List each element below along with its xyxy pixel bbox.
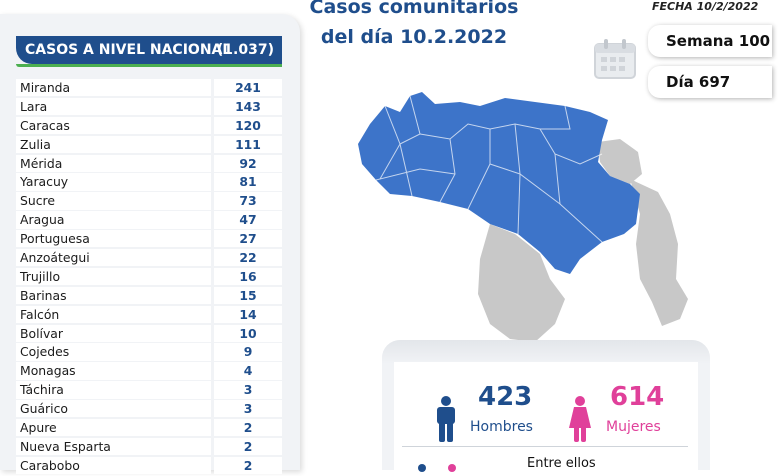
state-name: Sucre (16, 192, 211, 210)
state-count: 111 (214, 135, 282, 153)
cases-table-total: (1.037) (216, 42, 274, 58)
table-row: Sucre 73 (16, 192, 282, 211)
mini-people-icon (418, 464, 456, 472)
state-count: 73 (214, 192, 282, 210)
state-name: Táchira (16, 381, 211, 399)
state-count: 81 (214, 173, 282, 191)
state-name: Miranda (16, 79, 211, 97)
state-name: Aragua (16, 211, 211, 229)
table-row: Barinas 15 (16, 286, 282, 306)
table-row: Apure 2 (16, 419, 282, 438)
map-region-amazonas (478, 224, 565, 342)
table-row: Nueva Esparta 2 (16, 437, 282, 457)
state-count: 47 (214, 211, 282, 229)
table-row: Mérida 92 (16, 154, 282, 174)
table-row: Guárico 3 (16, 400, 282, 419)
state-name: Anzoátegui (16, 249, 211, 267)
state-count: 10 (214, 324, 282, 342)
women-label: Mujeres (606, 419, 661, 435)
day-badge: Día 697 (648, 66, 772, 98)
state-count: 16 (214, 267, 282, 286)
calendar-icon (594, 39, 636, 79)
state-count: 4 (214, 362, 282, 380)
table-row: Caracas 120 (16, 116, 282, 136)
men-label: Hombres (470, 419, 533, 435)
table-row: Yaracuy 81 (16, 173, 282, 192)
state-count: 22 (214, 249, 282, 267)
state-name: Guárico (16, 400, 211, 418)
men-count: 423 (478, 382, 533, 412)
table-row: Táchira 3 (16, 381, 282, 400)
state-name: Yaracuy (16, 173, 211, 191)
state-count: 241 (214, 79, 282, 97)
cases-table-header: CASOS A NIVEL NACIONAL (1.037) (16, 36, 282, 67)
state-count: 9 (214, 343, 282, 361)
gender-divider (402, 446, 688, 447)
cases-table-rows: Miranda 241 Lara 143 Caracas 120 Zulia 111 Mérid… (16, 79, 282, 476)
table-row: Falcón 14 (16, 305, 282, 325)
women-count: 614 (610, 382, 665, 412)
state-count: 120 (214, 116, 282, 135)
state-name: Apure (16, 419, 211, 437)
state-name: Bolívar (16, 324, 211, 342)
gender-panel-top (382, 340, 710, 364)
table-row: Anzoátegui 22 (16, 249, 282, 268)
state-name: Barinas (16, 286, 211, 305)
state-count: 2 (214, 456, 282, 475)
man-icon (437, 396, 455, 442)
state-name: Carabobo (16, 456, 211, 475)
table-row: Trujillo 16 (16, 267, 282, 287)
state-count: 27 (214, 230, 282, 248)
state-count: 15 (214, 286, 282, 305)
gender-panel-inner: 423 Hombres 614 Mujeres Entre ellos (394, 362, 698, 472)
table-row: Aragua 47 (16, 211, 282, 230)
state-name: Nueva Esparta (16, 437, 211, 456)
page-title-line1: Casos comunitarios (309, 0, 519, 18)
state-name: Caracas (16, 116, 211, 135)
table-row: Lara 143 (16, 97, 282, 117)
table-row: Portuguesa 27 (16, 230, 282, 249)
table-row: Miranda 241 (16, 79, 282, 98)
state-count: 2 (214, 437, 282, 456)
state-name: Portuguesa (16, 230, 211, 248)
state-count: 3 (214, 381, 282, 399)
map-region-main (358, 92, 640, 274)
table-row: Carabobo 2 (16, 456, 282, 476)
state-name: Zulia (16, 135, 211, 153)
page-title-line2: del día 10.2.2022 (320, 26, 508, 48)
state-name: Cojedes (16, 343, 211, 361)
gender-panel: 423 Hombres 614 Mujeres Entre ellos (382, 340, 710, 472)
venezuela-map (358, 92, 688, 342)
state-name: Lara (16, 97, 211, 116)
map-region-esequibo (630, 179, 688, 326)
state-name: Mérida (16, 154, 211, 172)
state-name: Monagas (16, 362, 211, 380)
table-row: Zulia 111 (16, 135, 282, 155)
report-date: FECHA 10/2/2022 (652, 0, 759, 13)
state-count: 3 (214, 400, 282, 418)
table-row: Monagas 4 (16, 362, 282, 381)
cases-table-panel: CASOS A NIVEL NACIONAL (1.037) Miranda 24… (0, 14, 300, 475)
page-title: Casos comunitarios del día 10.2.2022 (290, 0, 538, 52)
state-name: Falcón (16, 305, 211, 323)
woman-icon (569, 396, 591, 442)
state-count: 143 (214, 97, 282, 116)
state-count: 2 (214, 419, 282, 437)
week-badge: Semana 100 (648, 25, 772, 57)
state-name: Trujillo (16, 267, 211, 286)
state-count: 14 (214, 305, 282, 323)
map-region-delta (598, 139, 642, 184)
state-count: 92 (214, 154, 282, 172)
table-row: Bolívar 10 (16, 324, 282, 344)
cases-table-title: CASOS A NIVEL NACIONAL (25, 42, 232, 58)
among-them-label: Entre ellos (527, 456, 596, 471)
table-row: Cojedes 9 (16, 343, 282, 362)
